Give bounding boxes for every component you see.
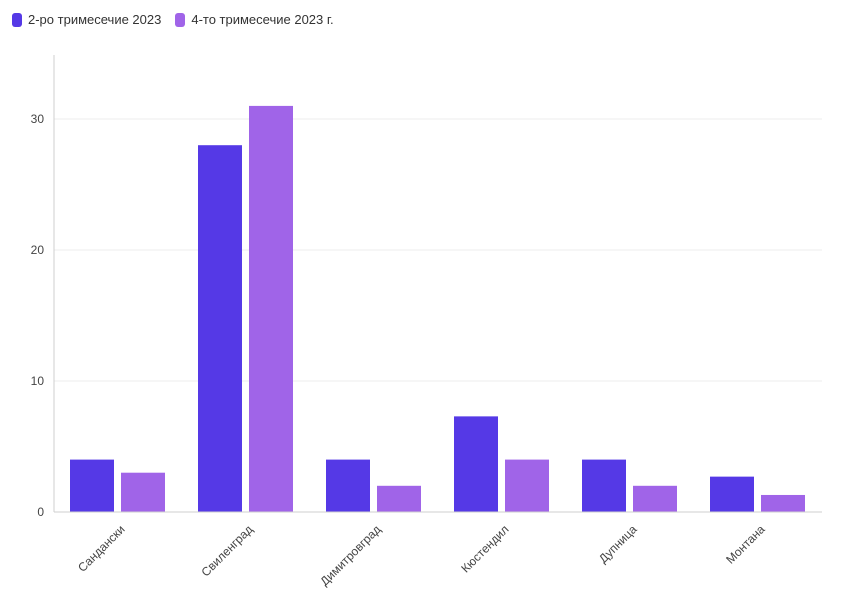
- legend-swatch-series-2: [175, 12, 186, 27]
- bar-2-0[interactable]: [121, 472, 165, 512]
- y-tick-label: 10: [31, 374, 45, 388]
- bar-1-2[interactable]: [326, 459, 370, 512]
- bar-1-0[interactable]: [70, 459, 114, 512]
- x-category-label: Димитровград: [317, 522, 383, 588]
- y-tick-label: 20: [31, 243, 45, 257]
- x-category-label: Дупница: [596, 522, 640, 566]
- y-tick-label: 0: [37, 505, 44, 519]
- bar-1-5[interactable]: [710, 476, 754, 512]
- bar-1-3[interactable]: [454, 416, 498, 512]
- y-tick-label: 30: [31, 112, 45, 126]
- x-category-label: Монтана: [723, 522, 768, 567]
- bar-2-2[interactable]: [377, 485, 421, 512]
- legend-item-series-1[interactable]: 2-ро тримесечие 2023: [12, 12, 161, 27]
- chart-legend: 2-ро тримесечие 2023 4-то тримесечие 202…: [12, 12, 334, 27]
- x-category-label: Кюстендил: [458, 522, 511, 575]
- bar-2-5[interactable]: [761, 494, 805, 512]
- bars: [70, 105, 805, 513]
- legend-label-series-1: 2-ро тримесечие 2023: [28, 12, 162, 27]
- bar-2-4[interactable]: [633, 485, 677, 512]
- bar-2-1[interactable]: [249, 105, 293, 513]
- x-category-label: Свиленград: [199, 522, 256, 579]
- bar-2-3[interactable]: [505, 459, 549, 512]
- bar-1-4[interactable]: [582, 459, 626, 512]
- y-axis-ticks: 0 10 20 30: [31, 112, 45, 519]
- legend-label-series-2: 4-то тримесечие 2023 г.: [191, 12, 334, 27]
- legend-item-series-2[interactable]: 4-то тримесечие 2023 г.: [175, 12, 334, 27]
- x-axis-labels: Сандански Свиленград Димитровград Кюстендил…: [75, 522, 768, 589]
- legend-swatch-series-1: [12, 12, 22, 27]
- x-category-label: Сандански: [75, 522, 128, 575]
- bar-1-1[interactable]: [198, 145, 242, 512]
- gridlines: [54, 118, 822, 382]
